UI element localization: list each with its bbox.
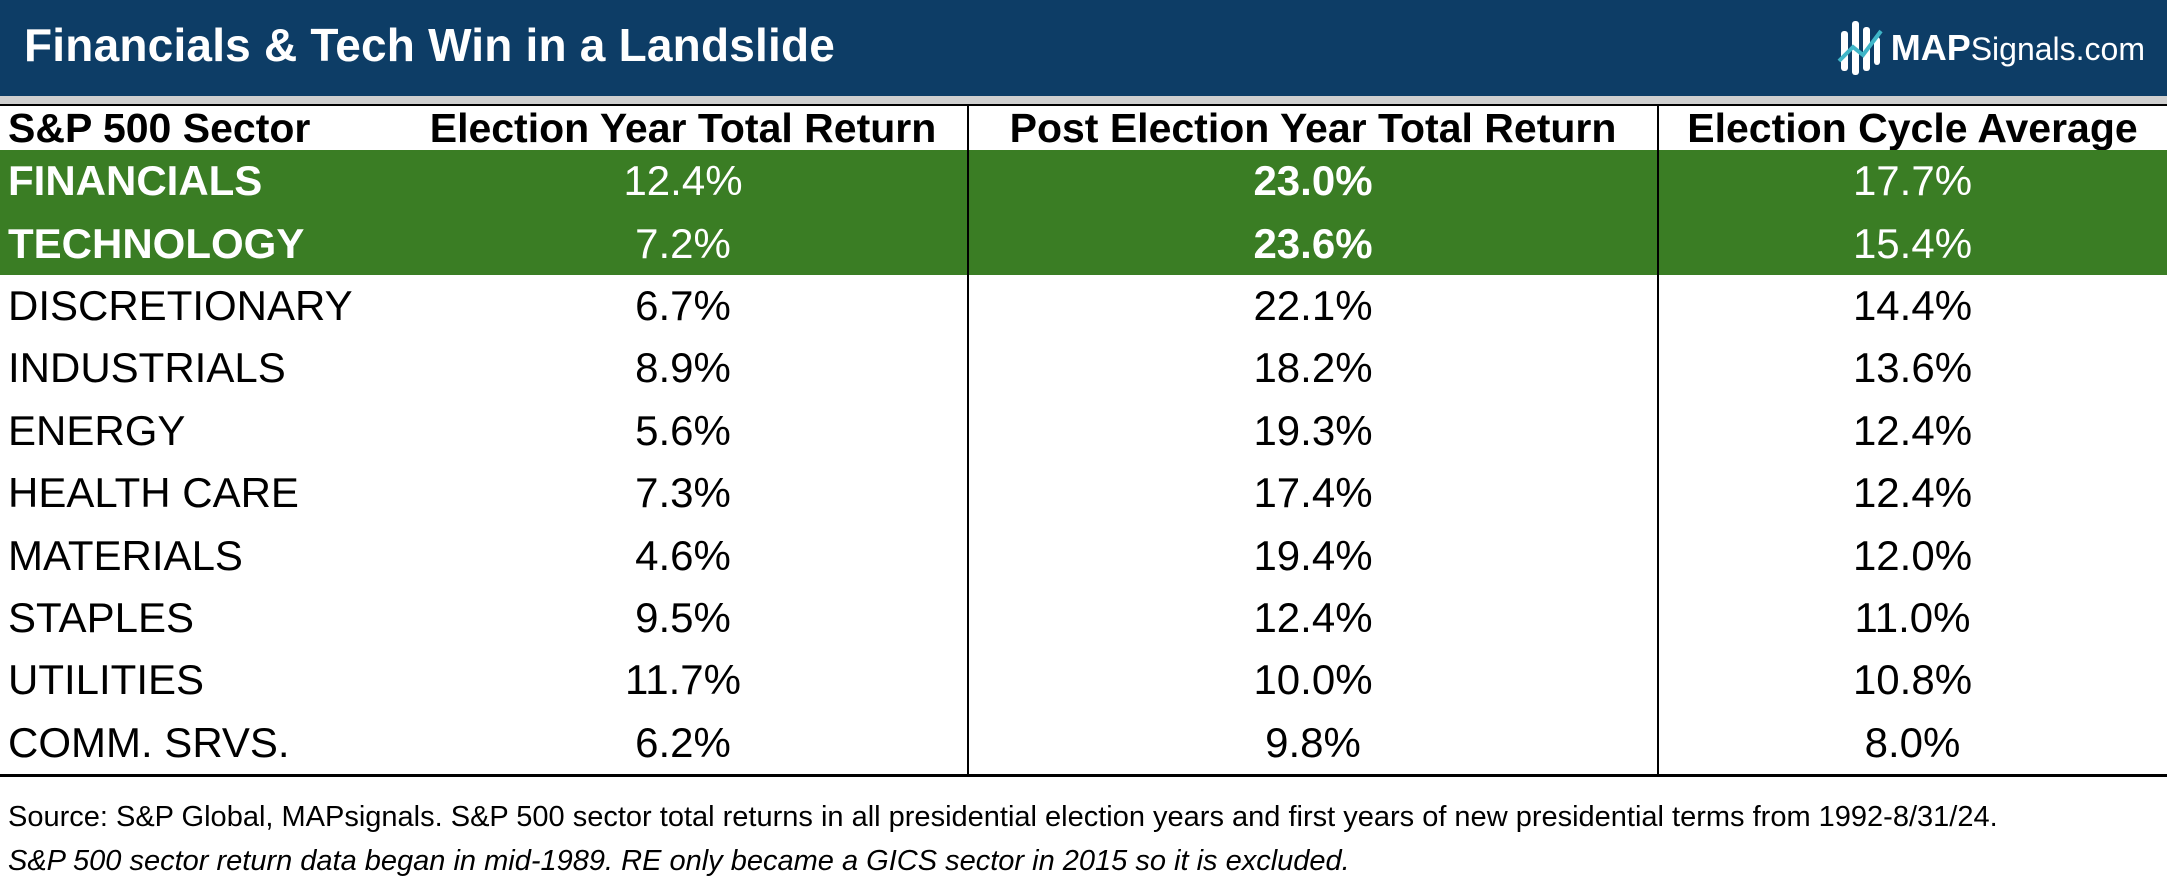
footer-notes: Source: S&P Global, MAPsignals. S&P 500 … <box>8 795 2158 883</box>
sector-name-cell: HEALTH CARE <box>8 469 299 517</box>
logo-text: MAPSignals.com <box>1890 27 2145 68</box>
table-row: MATERIALS 4.6% 19.4% 12.0% <box>0 524 2167 586</box>
header-divider <box>0 96 2167 104</box>
sector-name-cell: INDUSTRIALS <box>8 344 286 392</box>
value-cell: 12.4% <box>1852 406 1973 454</box>
table-row: ENERGY 5.6% 19.3% 12.4% <box>0 400 2167 462</box>
column-header-cycle-average: Election Cycle Average <box>1687 104 2138 151</box>
sector-name-cell: STAPLES <box>8 593 194 641</box>
column-header-sector: S&P 500 Sector <box>8 104 311 151</box>
column-header-election-year: Election Year Total Return <box>429 104 937 151</box>
value-cell: 12.0% <box>1852 531 1973 579</box>
sector-name-cell: UTILITIES <box>8 656 205 704</box>
column-divider <box>967 106 969 774</box>
value-cell: 12.4% <box>623 157 743 205</box>
value-cell: 9.5% <box>635 593 731 641</box>
sector-name-cell: COMM. SRVS. <box>8 718 290 766</box>
column-divider <box>1657 106 1659 774</box>
value-cell: 15.4% <box>1852 219 1973 267</box>
value-cell: 10.8% <box>1852 656 1973 704</box>
value-cell: 17.4% <box>1253 469 1373 517</box>
value-cell: 14.4% <box>1852 281 1973 329</box>
value-cell: 12.4% <box>1253 593 1373 641</box>
value-cell: 7.3% <box>635 469 731 517</box>
value-cell: 11.7% <box>625 656 741 704</box>
value-cell: 13.6% <box>1852 344 1973 392</box>
sector-name-cell: DISCRETIONARY <box>8 281 353 329</box>
column-header-post-election-year: Post Election Year Total Return <box>1009 104 1617 151</box>
value-cell: 8.9% <box>635 344 731 392</box>
value-cell: 12.4% <box>1852 469 1973 517</box>
value-cell: 11.0% <box>1854 593 1971 641</box>
table-row: FINANCIALS 12.4% 23.0% 17.7% <box>0 150 2167 213</box>
sector-name-cell: FINANCIALS <box>8 157 263 205</box>
value-cell: 10.0% <box>1253 656 1373 704</box>
value-cell: 5.6% <box>635 406 731 454</box>
table-row: DISCRETIONARY 6.7% 22.1% 14.4% <box>0 275 2167 337</box>
source-note: Source: S&P Global, MAPsignals. S&P 500 … <box>8 801 1998 833</box>
value-cell: 6.7% <box>635 281 731 329</box>
value-cell: 22.1% <box>1253 281 1373 329</box>
value-cell: 8.0% <box>1864 718 1961 766</box>
sector-name-cell: MATERIALS <box>8 531 243 579</box>
footnote: S&P 500 sector return data began in mid-… <box>8 845 1350 877</box>
value-cell: 6.2% <box>635 718 731 766</box>
chart-title: Financials & Tech Win in a Landslide <box>24 19 836 71</box>
table-row: COMM. SRVS. 6.2% 9.8% 8.0% <box>0 712 2167 774</box>
value-cell: 4.6% <box>635 531 731 579</box>
value-cell: 19.3% <box>1253 406 1373 454</box>
table-header-row: S&P 500 Sector Election Year Total Retur… <box>0 104 2167 151</box>
header-banner: Financials & Tech Win in a Landslide MAP… <box>0 0 2167 96</box>
value-cell: 19.4% <box>1253 531 1373 579</box>
value-cell: 18.2% <box>1253 344 1373 392</box>
table-row: TECHNOLOGY 7.2% 23.6% 15.4% <box>0 212 2167 275</box>
value-cell: 17.7% <box>1852 157 1973 205</box>
sector-name-cell: TECHNOLOGY <box>8 219 305 267</box>
mapsignals-logo: MAPSignals.com <box>1837 16 2145 80</box>
mapsignals-logo-icon <box>1837 21 1883 75</box>
value-cell: 7.2% <box>635 219 731 267</box>
table-row: UTILITIES 11.7% 10.0% 10.8% <box>0 649 2167 711</box>
value-cell: 23.6% <box>1253 219 1373 267</box>
value-cell: 23.0% <box>1253 157 1373 205</box>
sector-name-cell: ENERGY <box>8 406 186 454</box>
table-row: INDUSTRIALS 8.9% 18.2% 13.6% <box>0 337 2167 399</box>
table-row: HEALTH CARE 7.3% 17.4% 12.4% <box>0 462 2167 524</box>
table-row: STAPLES 9.5% 12.4% 11.0% <box>0 587 2167 649</box>
value-cell: 9.8% <box>1265 718 1361 766</box>
sector-returns-table: S&P 500 Sector Election Year Total Retur… <box>0 104 2167 777</box>
